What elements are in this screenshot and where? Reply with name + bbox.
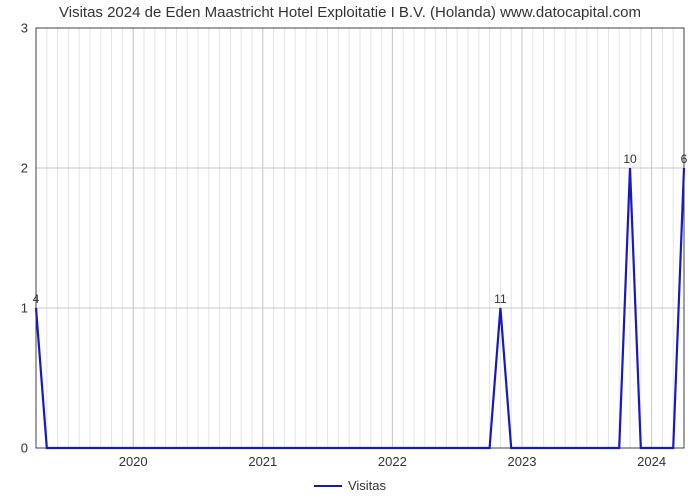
data-point-label: 6 [681,152,688,168]
x-tick-label: 2024 [637,448,666,469]
visits-chart: Visitas 2024 de Eden Maastricht Hotel Ex… [0,0,700,500]
plot-area: 012320202021202220232024411106 [36,28,684,448]
data-point-label: 4 [33,292,40,308]
legend-label: Visitas [348,478,386,493]
x-tick-label: 2023 [508,448,537,469]
x-tick-label: 2020 [119,448,148,469]
x-tick-label: 2021 [248,448,277,469]
x-tick-label: 2022 [378,448,407,469]
data-point-label: 10 [623,152,636,168]
y-tick-label: 0 [21,441,36,456]
chart-title: Visitas 2024 de Eden Maastricht Hotel Ex… [0,4,700,21]
y-tick-label: 2 [21,161,36,176]
data-point-label: 11 [494,292,506,308]
chart-svg [36,28,684,448]
legend-swatch [314,485,342,487]
y-tick-label: 3 [21,21,36,36]
chart-legend: Visitas [0,478,700,493]
